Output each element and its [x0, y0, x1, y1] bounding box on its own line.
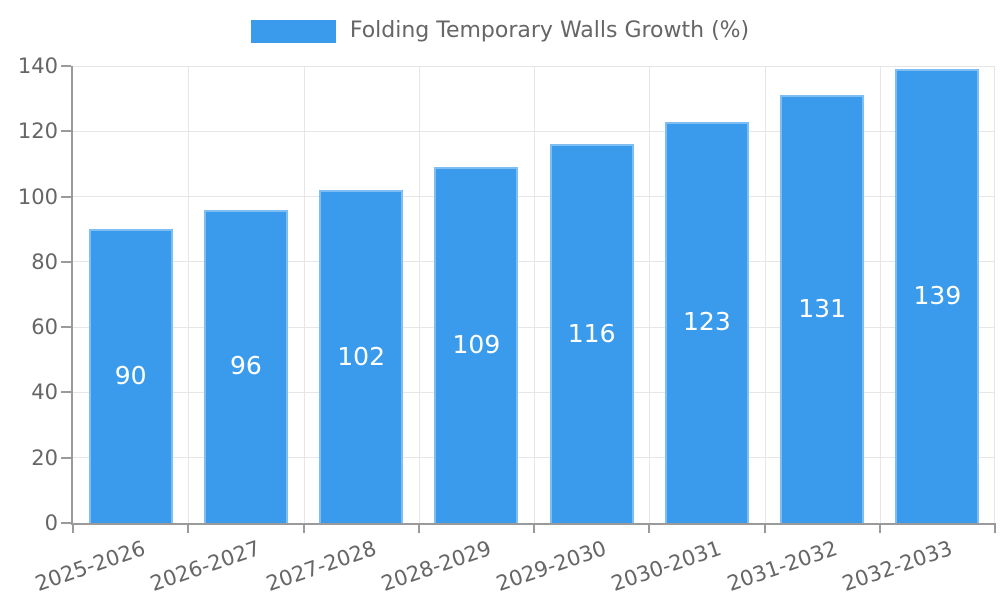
v-gridline: [764, 66, 766, 523]
legend-swatch: [250, 19, 336, 43]
bar[interactable]: 123: [664, 121, 749, 523]
y-tick: [61, 195, 71, 198]
y-tick-label: 80: [31, 249, 58, 274]
x-tick: [648, 523, 651, 533]
y-tick-label: 140: [17, 54, 58, 78]
bar-value-label: 139: [913, 281, 962, 311]
bar-value-label: 116: [567, 318, 616, 348]
v-gridline: [534, 66, 535, 523]
bar[interactable]: 96: [203, 209, 288, 523]
x-tick: [72, 523, 74, 533]
x-tick: [533, 523, 535, 533]
y-tick-label: 20: [31, 445, 58, 470]
y-tick-label: 60: [31, 315, 58, 340]
bar-value-label: 102: [337, 341, 385, 371]
bar[interactable]: 131: [780, 95, 865, 523]
x-tick-label: 2030-2031: [608, 536, 725, 596]
y-tick: [61, 260, 71, 263]
legend[interactable]: Folding Temporary Walls Growth (%): [0, 16, 1000, 46]
x-tick: [187, 523, 190, 533]
v-gridline: [303, 66, 305, 523]
x-tick-label: 2027-2028: [262, 536, 379, 596]
plot-area: 0 20 40 60 80 100 120 140 90 2025-2026 96 2026-2027…: [18, 54, 996, 596]
y-tick-label: 100: [17, 184, 58, 209]
x-tick-label: 2028-2029: [378, 536, 495, 596]
bar[interactable]: 109: [434, 167, 519, 523]
v-gridline: [418, 66, 420, 523]
legend-label: Folding Temporary Walls Growth (%): [349, 18, 750, 43]
bar-value-label: 109: [452, 330, 501, 360]
x-tick: [878, 523, 881, 533]
y-tick-label: 0: [44, 511, 58, 535]
bar-value-label: 131: [798, 294, 846, 324]
y-tick: [61, 456, 71, 459]
x-tick-label: 2032-2033: [839, 536, 956, 596]
y-tick-label: 40: [31, 380, 58, 405]
v-gridline: [188, 66, 190, 523]
bar[interactable]: 116: [549, 144, 634, 523]
x-tick: [417, 523, 420, 533]
bar-value-label: 123: [683, 307, 731, 337]
y-tick: [61, 130, 71, 133]
x-tick-label: 2026-2027: [147, 536, 264, 596]
v-gridline: [879, 66, 881, 523]
x-tick-label: 2029-2030: [493, 536, 610, 596]
x-tick-label: 2025-2026: [32, 536, 149, 596]
bar-value-label: 96: [229, 351, 262, 381]
bar-value-label: 90: [114, 361, 147, 391]
y-tick: [61, 326, 71, 329]
x-tick: [763, 523, 766, 533]
bar[interactable]: 90: [88, 229, 173, 523]
y-tick: [61, 522, 71, 524]
bar[interactable]: 102: [319, 190, 404, 523]
y-axis-line: [71, 66, 73, 525]
y-tick-label: 120: [17, 119, 58, 144]
x-tick: [302, 523, 305, 533]
x-tick: [994, 523, 996, 533]
y-tick: [61, 391, 71, 394]
bar[interactable]: 139: [895, 69, 980, 523]
v-gridline: [994, 66, 995, 523]
y-tick: [61, 65, 71, 67]
x-tick-label: 2031-2032: [723, 536, 840, 596]
v-gridline: [649, 66, 651, 523]
